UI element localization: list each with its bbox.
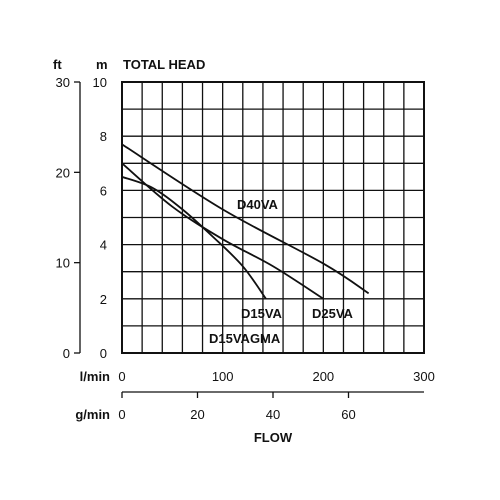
x-tick-label: 0 bbox=[118, 369, 125, 384]
y-tick-label: 2 bbox=[100, 292, 107, 307]
y-tick-label: 6 bbox=[100, 183, 107, 198]
series-label-d15va: D15VA bbox=[241, 306, 283, 321]
series-line-d15va bbox=[121, 175, 267, 300]
y-tick-label: 4 bbox=[100, 238, 107, 253]
y2-units-label: ft bbox=[53, 57, 62, 72]
y2-tick-label: 20 bbox=[56, 165, 70, 180]
y2-tick-label: 10 bbox=[56, 256, 70, 271]
x2-tick-label: 60 bbox=[341, 407, 355, 422]
y2-tick-label: 30 bbox=[56, 75, 70, 90]
series-layer bbox=[121, 143, 370, 300]
x-tick-label: 200 bbox=[312, 369, 334, 384]
y-units-label: m bbox=[96, 57, 108, 72]
series-label-d25va: D25VA bbox=[312, 306, 354, 321]
series-line-d40va bbox=[121, 143, 370, 295]
y-tick-label: 10 bbox=[93, 75, 107, 90]
y-tick-label: 0 bbox=[100, 346, 107, 361]
x2-tick-label: 40 bbox=[266, 407, 280, 422]
y-tick-label: 8 bbox=[100, 129, 107, 144]
chart-title: TOTAL HEAD bbox=[123, 57, 205, 72]
y2-tick-label: 0 bbox=[63, 346, 70, 361]
x2-tick-label: 0 bbox=[118, 407, 125, 422]
series-line-d25va bbox=[121, 162, 324, 300]
x2-units-label: g/min bbox=[75, 407, 110, 422]
x-units-label: l/min bbox=[80, 369, 110, 384]
x-axis-title: FLOW bbox=[254, 430, 293, 445]
x2-tick-label: 20 bbox=[190, 407, 204, 422]
grid bbox=[121, 81, 425, 354]
series-label-d40va: D40VA bbox=[237, 197, 279, 212]
series-label-d15vagma: D15VAGMA bbox=[209, 331, 281, 346]
x-tick-label: 300 bbox=[413, 369, 435, 384]
x-tick-label: 100 bbox=[212, 369, 234, 384]
plot-frame bbox=[121, 81, 425, 354]
